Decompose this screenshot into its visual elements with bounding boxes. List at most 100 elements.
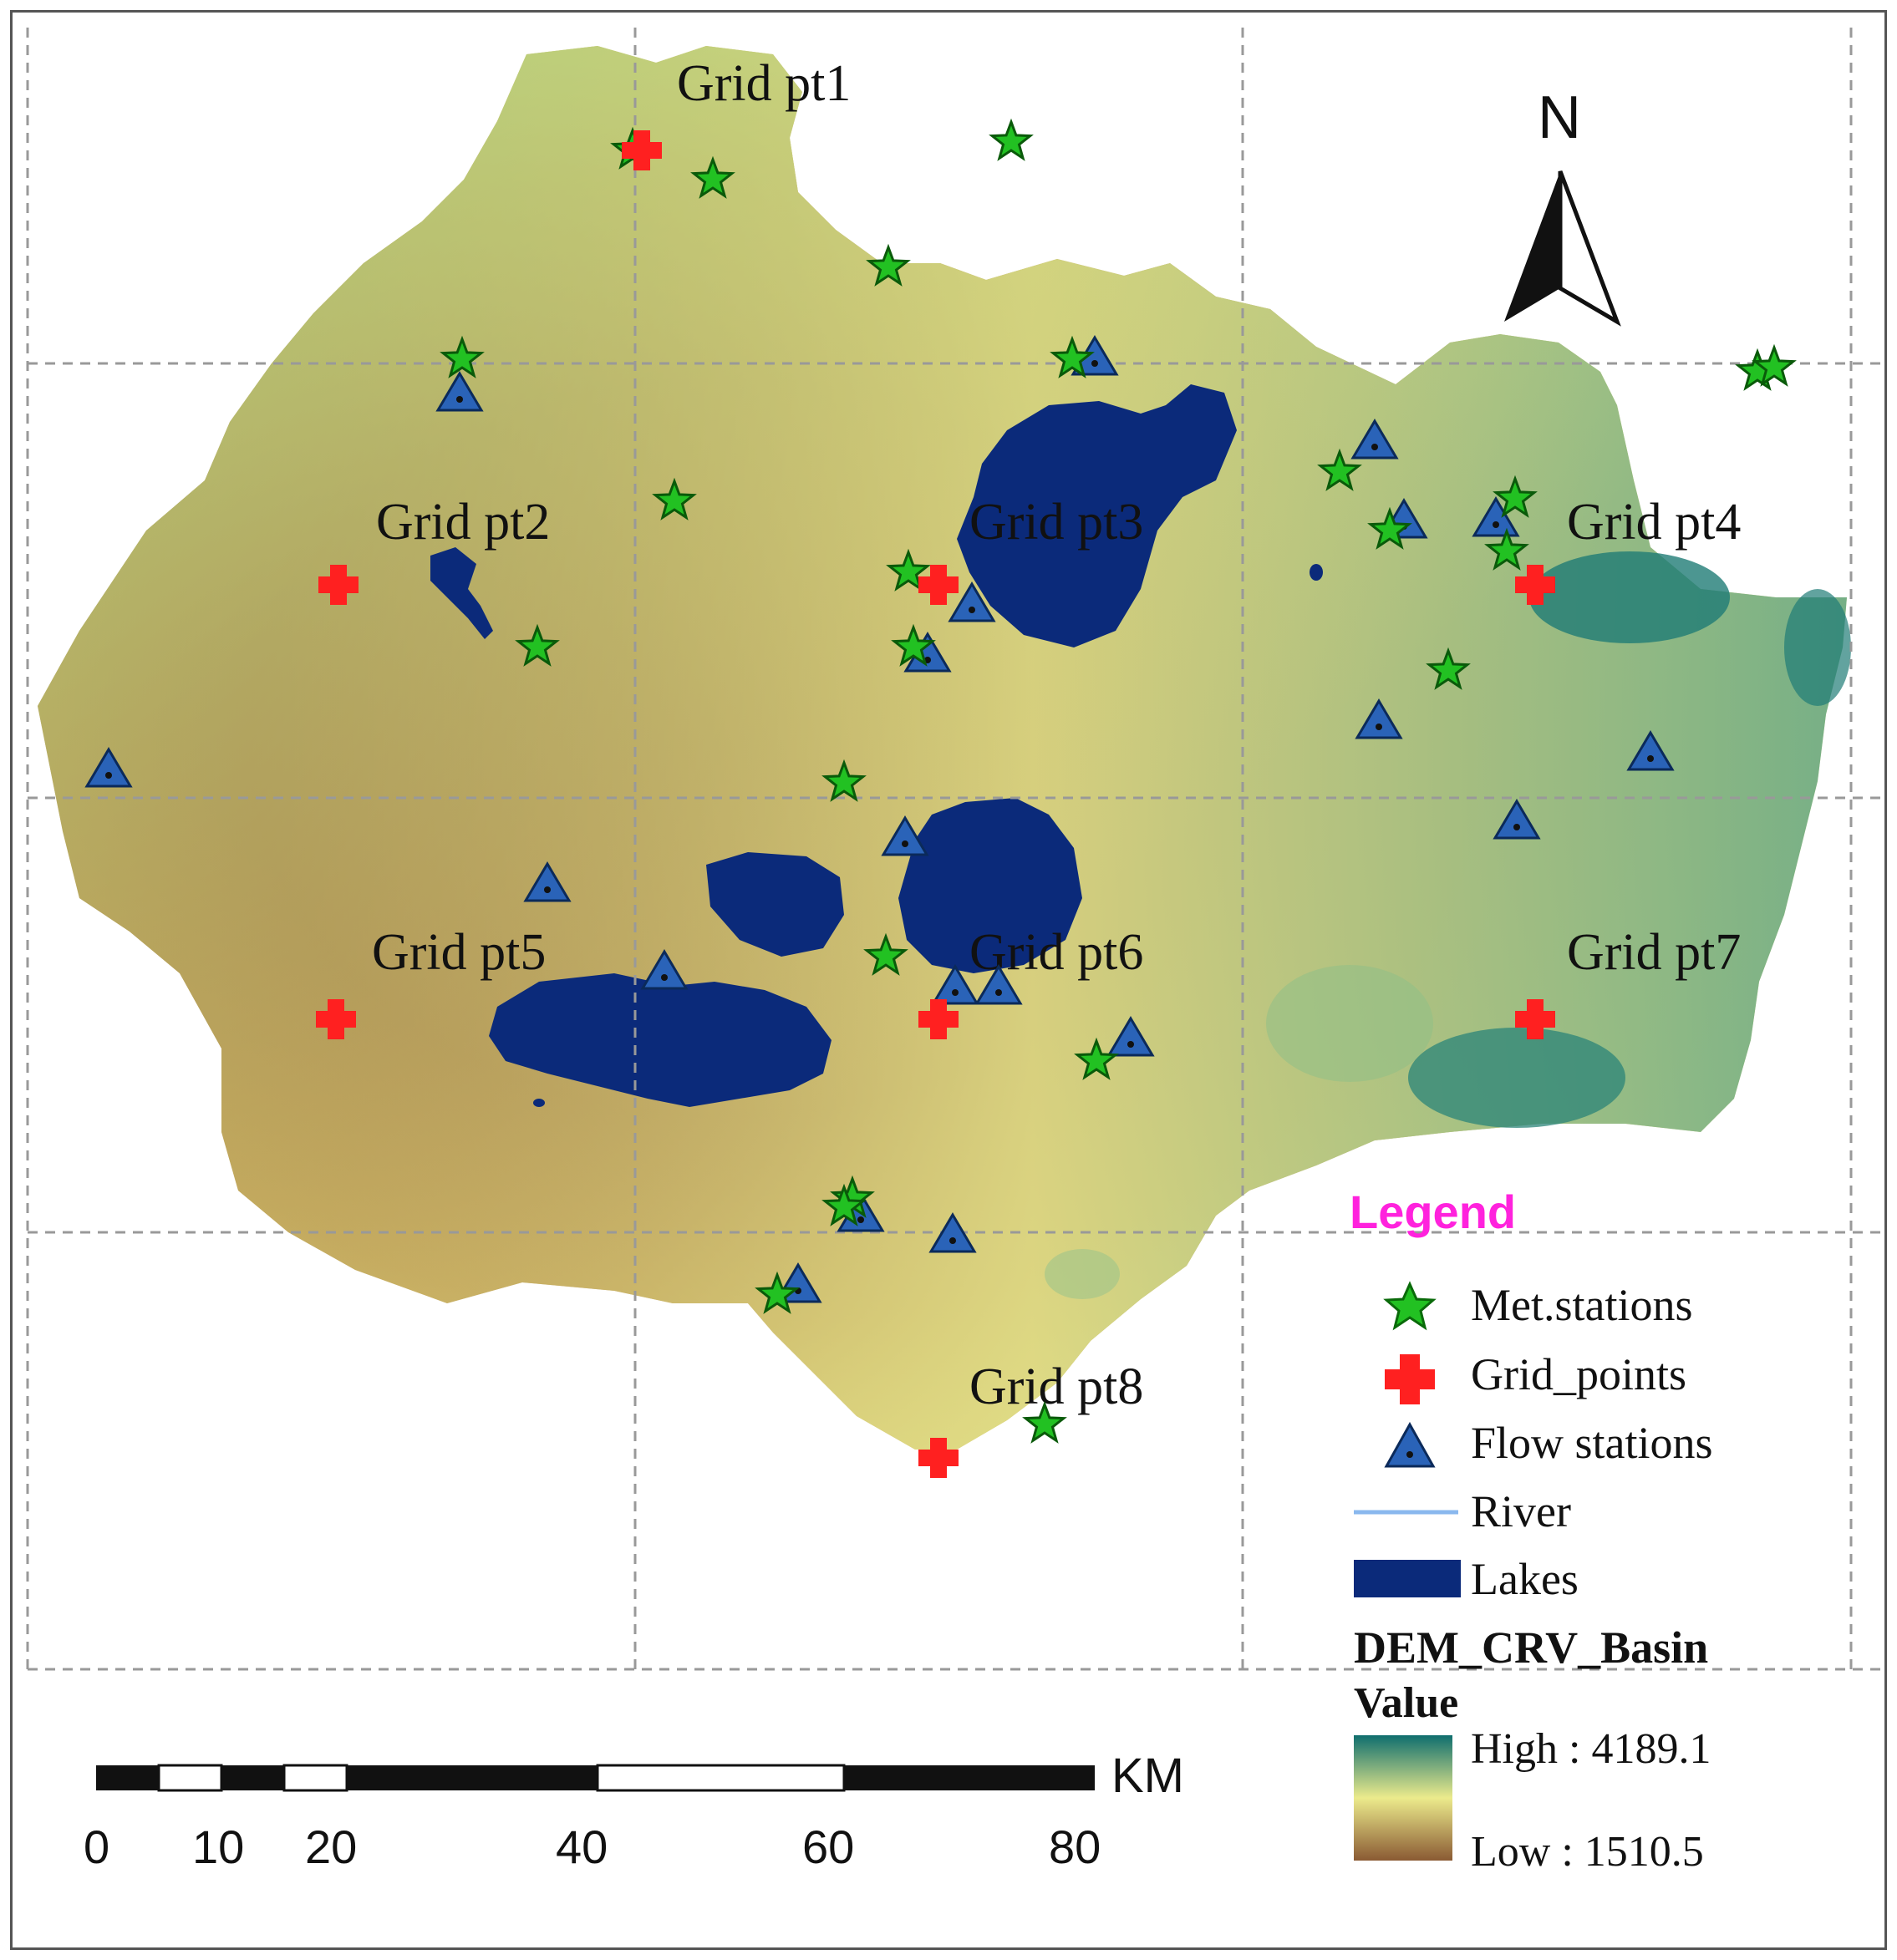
grid-point-marker	[622, 130, 662, 170]
met-station-marker	[866, 243, 911, 287]
met-station-marker	[863, 932, 908, 976]
flow-station-dot	[1371, 444, 1378, 450]
met-stations	[440, 118, 1797, 1444]
met-station-marker	[989, 118, 1034, 161]
flow-station-dot	[949, 1237, 956, 1244]
flow-station-dot	[1493, 521, 1499, 528]
met-station-marker	[440, 335, 485, 378]
met-station-marker	[1484, 527, 1529, 571]
legend-label-lakes: Lakes	[1471, 1554, 1579, 1604]
map-canvas: Grid pt1 Grid pt2 Grid pt3 Grid pt4 Grid…	[26, 28, 1884, 1876]
met-station-marker	[1317, 448, 1362, 491]
grid-label-2: Grid pt2	[376, 494, 550, 551]
legend-label-met-stations: Met.stations	[1471, 1280, 1693, 1330]
met-station-marker	[1022, 1400, 1067, 1444]
scale-tick-80: 80	[1049, 1820, 1101, 1873]
flow-stations	[84, 335, 1675, 1303]
met-station-marker	[690, 155, 735, 199]
legend-item-flow-stations: Flow stations	[1384, 1418, 1713, 1468]
legend-label-grid-points: Grid_points	[1471, 1349, 1686, 1399]
met-station-marker	[652, 477, 697, 520]
legend-item-grid-points: Grid_points	[1385, 1349, 1686, 1404]
scale-seg-1	[96, 1765, 159, 1790]
scale-seg-6	[596, 1764, 846, 1792]
grid-point-marker	[918, 999, 959, 1039]
flow-station-dot	[1513, 824, 1520, 830]
flow-station-marker	[881, 815, 929, 856]
flow-station-marker	[1106, 1016, 1155, 1057]
grid-label-5: Grid pt5	[372, 924, 546, 981]
legend: Legend Met.stations Grid_points Flow sta…	[1350, 1186, 1713, 1876]
north-arrow-left-half	[1504, 171, 1560, 322]
flow-station-dot	[456, 396, 463, 403]
grid-point-marker	[1515, 999, 1555, 1039]
graticule	[26, 28, 1884, 1671]
scale-seg-3	[221, 1765, 284, 1790]
legend-label-river: River	[1471, 1486, 1571, 1536]
flow-station-marker	[931, 964, 979, 1005]
flow-station-marker	[523, 861, 572, 902]
flow-station-marker	[974, 964, 1023, 1005]
grid-point-marker	[918, 1438, 959, 1478]
flow-station-dot	[105, 772, 112, 779]
scale-bar: KM 0 10 20 40 60 80	[84, 1749, 1184, 1873]
scale-tick-10: 10	[192, 1820, 244, 1873]
grid-point-marker	[1515, 565, 1555, 605]
dem-high-label: High : 4189.1	[1471, 1725, 1711, 1773]
north-arrow: N	[1504, 84, 1621, 327]
flow-station-dot	[1376, 724, 1382, 730]
grid-label-1: Grid pt1	[677, 55, 851, 112]
flow-station-marker	[1472, 496, 1520, 537]
dem-basin	[38, 46, 1851, 1450]
legend-item-lakes: Lakes	[1354, 1554, 1579, 1604]
dem-title: DEM_CRV_Basin	[1354, 1622, 1708, 1673]
flow-station-marker	[928, 1212, 977, 1253]
legend-title: Legend	[1350, 1186, 1516, 1238]
grid-label-7: Grid pt7	[1567, 924, 1741, 981]
flow-station-dot	[1647, 755, 1654, 762]
value-label: Value	[1354, 1679, 1458, 1727]
grid-label-8: Grid pt8	[969, 1358, 1143, 1415]
southeast-high-peak	[1408, 1028, 1625, 1128]
dem-color-ramp	[1354, 1735, 1452, 1861]
flow-station-dot	[1127, 1041, 1134, 1048]
lake-tiny-south	[533, 1099, 545, 1107]
flow-station-dot	[1091, 360, 1098, 367]
north-arrow-right-half	[1558, 170, 1621, 327]
flow-station-dot	[544, 886, 551, 893]
flow-station-marker	[948, 581, 996, 622]
blue-triangle-dot	[1406, 1451, 1413, 1458]
grid-labels: Grid pt1 Grid pt2 Grid pt3 Grid pt4 Grid…	[372, 55, 1741, 1415]
met-station-marker	[1426, 647, 1471, 690]
legend-item-met-stations: Met.stations	[1383, 1280, 1693, 1331]
scale-seg-2	[157, 1764, 223, 1792]
met-station-marker	[821, 1183, 867, 1226]
flow-station-dot	[995, 989, 1002, 996]
met-station-marker	[891, 623, 936, 667]
lake-grid-pt2	[430, 547, 493, 639]
grid-points	[316, 130, 1555, 1478]
scale-tick-0: 0	[84, 1820, 109, 1873]
map-frame: Grid pt1 Grid pt2 Grid pt3 Grid pt4 Grid…	[10, 10, 1887, 1950]
east-edge-peak	[1784, 589, 1851, 706]
met-station-marker	[1074, 1037, 1119, 1080]
legend-item-river: River	[1354, 1486, 1571, 1536]
grid-point-marker	[918, 565, 959, 605]
flow-station-marker	[1626, 730, 1675, 771]
green-star-icon	[1383, 1281, 1437, 1331]
lake-north	[957, 384, 1237, 647]
met-station-marker	[1752, 343, 1797, 387]
met-station-marker	[1050, 335, 1095, 378]
grid-label-3: Grid pt3	[969, 494, 1143, 551]
scale-tick-60: 60	[802, 1820, 854, 1873]
east-high-peak	[1529, 551, 1730, 643]
north-arrow-label: N	[1538, 84, 1581, 151]
met-station-marker	[515, 623, 560, 667]
met-station-marker	[1493, 475, 1538, 518]
flow-station-dot	[924, 657, 931, 663]
flow-station-marker	[1355, 698, 1403, 739]
dem-low-label: Low : 1510.5	[1471, 1828, 1704, 1876]
lake-tiny-east	[1310, 564, 1323, 581]
flow-station-marker	[84, 747, 133, 788]
lake-west-small	[706, 852, 844, 957]
